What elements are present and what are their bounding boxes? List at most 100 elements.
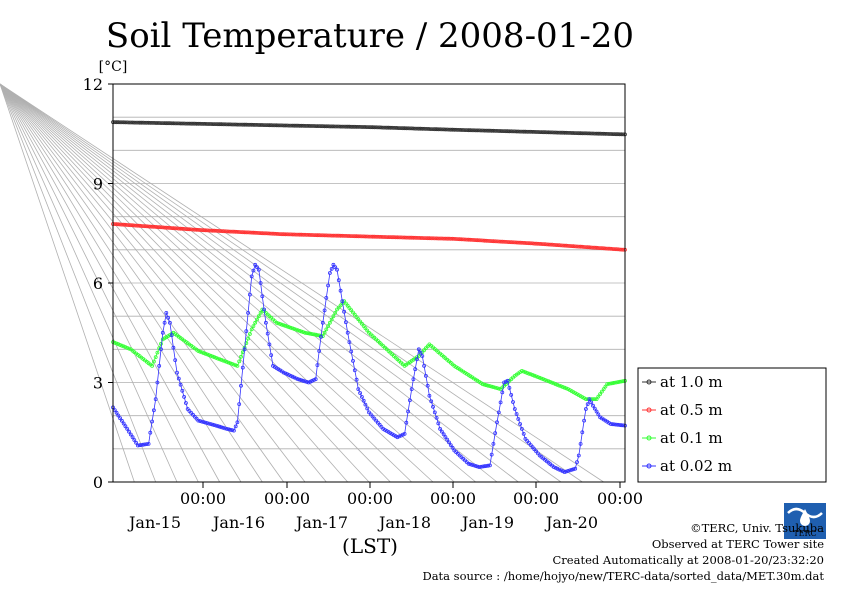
data-point <box>230 428 235 433</box>
data-point <box>199 350 204 355</box>
data-point <box>509 240 514 245</box>
data-point <box>525 129 530 134</box>
data-point <box>272 123 277 128</box>
data-point <box>404 235 409 240</box>
data-point <box>219 229 224 234</box>
data-point <box>212 355 217 360</box>
data-point <box>521 240 526 245</box>
data-point <box>571 244 576 249</box>
series-at-1-0-m <box>111 120 627 137</box>
data-point <box>255 317 259 322</box>
data-point <box>409 235 414 240</box>
data-point <box>157 363 162 368</box>
data-point <box>279 322 284 327</box>
data-point <box>416 235 421 240</box>
data-point <box>310 233 315 237</box>
data-point <box>528 129 533 134</box>
data-point <box>157 225 162 230</box>
data-point <box>395 126 400 130</box>
data-point <box>247 230 252 235</box>
data-point <box>605 131 610 136</box>
data-point <box>201 122 206 126</box>
data-point <box>422 126 427 131</box>
data-point <box>315 124 320 128</box>
data-point <box>614 247 618 252</box>
data-point <box>285 324 290 329</box>
data-point <box>473 238 478 243</box>
data-point <box>359 125 364 129</box>
data-point <box>395 435 400 440</box>
data-point <box>425 236 430 241</box>
data-point <box>516 129 521 134</box>
data-point <box>575 131 579 136</box>
data-point <box>484 128 489 133</box>
data-point <box>383 125 387 130</box>
grid-line-v <box>0 83 391 483</box>
data-point <box>217 229 222 233</box>
data-point <box>539 376 544 381</box>
data-point <box>548 242 553 247</box>
data-point <box>447 127 451 132</box>
data-point <box>173 121 178 126</box>
data-point <box>486 383 491 388</box>
data-point <box>255 123 259 127</box>
grid-line-v <box>0 83 476 483</box>
data-point <box>479 464 483 469</box>
data-point <box>338 233 343 238</box>
data-point <box>418 236 423 240</box>
data-point <box>231 122 236 127</box>
data-point <box>327 320 332 325</box>
data-point <box>283 123 288 128</box>
data-point <box>486 128 491 133</box>
data-point <box>146 120 151 125</box>
data-point <box>544 378 549 383</box>
data-point <box>603 246 608 251</box>
data-point <box>210 228 215 233</box>
data-point <box>235 122 240 127</box>
data-point <box>479 238 483 243</box>
data-point <box>514 240 519 245</box>
data-point <box>196 121 201 126</box>
data-point <box>295 328 300 333</box>
data-point <box>240 365 245 370</box>
data-point <box>304 124 309 128</box>
data-point <box>167 320 172 325</box>
data-point <box>399 126 403 131</box>
data-point <box>118 222 122 227</box>
data-point <box>166 315 171 320</box>
data-point <box>244 122 249 127</box>
x-tick-date-label: Jan-17 <box>294 513 348 532</box>
data-point <box>313 377 318 382</box>
data-point <box>182 226 187 231</box>
data-point <box>479 128 483 133</box>
data-point <box>543 377 547 382</box>
data-point <box>144 120 149 125</box>
data-point <box>173 226 178 231</box>
data-point <box>592 131 597 136</box>
data-point <box>518 129 522 134</box>
data-point <box>123 424 128 429</box>
data-point <box>491 128 496 133</box>
data-point <box>263 320 268 325</box>
data-point <box>120 120 124 125</box>
data-point <box>589 245 594 250</box>
data-point <box>194 121 199 126</box>
y-axis-ticks: 0 3 6 9 12 <box>83 75 113 492</box>
data-point <box>534 374 538 379</box>
data-point <box>537 241 542 246</box>
data-point <box>614 380 618 385</box>
data-point <box>448 127 453 132</box>
data-point <box>239 354 243 359</box>
data-point <box>393 126 398 130</box>
data-point <box>498 129 503 133</box>
data-point <box>230 229 235 234</box>
data-point <box>520 129 524 134</box>
data-point <box>319 124 323 129</box>
data-point <box>329 124 334 129</box>
data-point <box>326 324 331 329</box>
data-point <box>498 239 503 244</box>
data-point <box>416 126 421 131</box>
data-point <box>221 229 226 234</box>
data-point <box>509 392 514 397</box>
data-point <box>331 233 336 238</box>
